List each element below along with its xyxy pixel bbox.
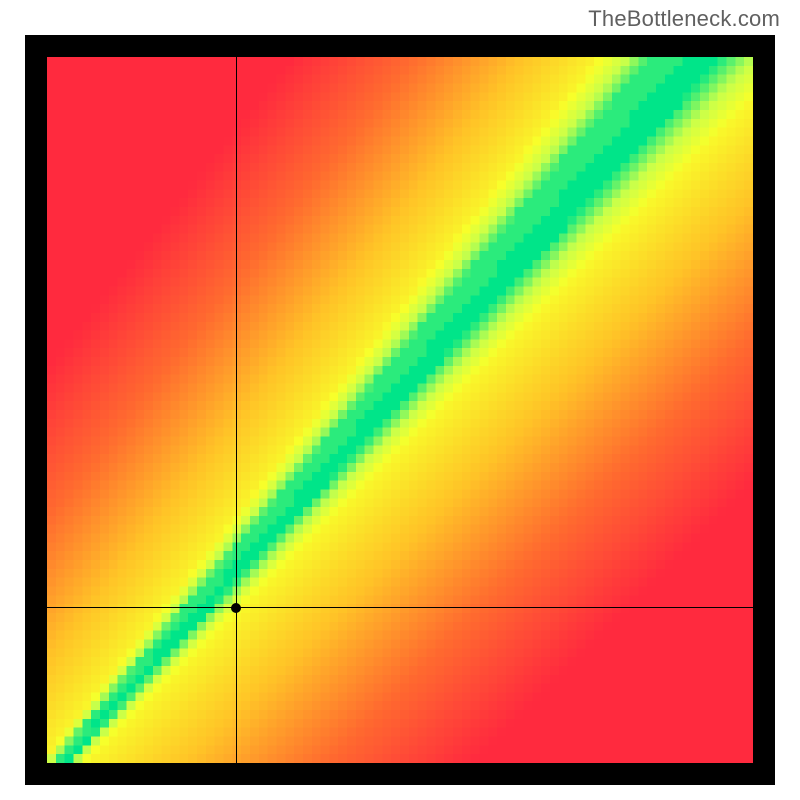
heatmap-canvas bbox=[47, 57, 753, 763]
attribution-text: TheBottleneck.com bbox=[588, 6, 780, 32]
crosshair-horizontal bbox=[47, 607, 753, 608]
crosshair-vertical bbox=[236, 57, 237, 763]
chart-frame bbox=[25, 35, 775, 785]
crosshair-point bbox=[231, 603, 241, 613]
page-container: TheBottleneck.com bbox=[0, 0, 800, 800]
